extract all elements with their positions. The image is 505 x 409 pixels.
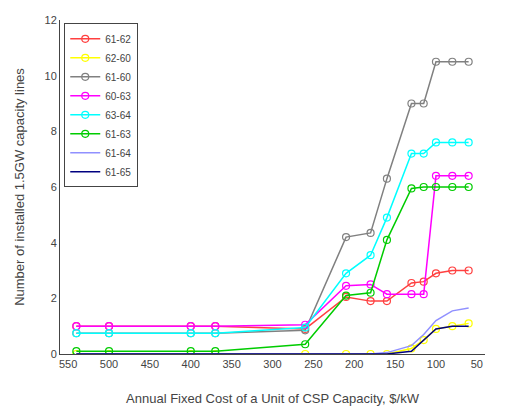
svg-text:Number of installed 1.5GW capa: Number of installed 1.5GW capacity lines — [12, 68, 27, 306]
svg-text:250: 250 — [304, 358, 322, 370]
svg-text:62-60: 62-60 — [105, 53, 131, 64]
svg-text:400: 400 — [182, 358, 200, 370]
svg-text:61-65: 61-65 — [105, 167, 131, 178]
svg-text:100: 100 — [427, 358, 445, 370]
svg-text:61-60: 61-60 — [105, 72, 131, 83]
svg-text:50: 50 — [471, 358, 483, 370]
svg-text:61-63: 61-63 — [105, 129, 131, 140]
svg-text:61-62: 61-62 — [105, 34, 131, 45]
svg-text:6: 6 — [51, 181, 57, 193]
svg-text:63-64: 63-64 — [105, 110, 131, 121]
svg-text:300: 300 — [263, 358, 281, 370]
svg-text:350: 350 — [222, 358, 240, 370]
svg-text:0: 0 — [51, 348, 57, 360]
svg-text:550: 550 — [59, 358, 77, 370]
svg-text:150: 150 — [386, 358, 404, 370]
svg-text:4: 4 — [51, 237, 57, 249]
svg-text:200: 200 — [345, 358, 363, 370]
svg-text:10: 10 — [45, 70, 57, 82]
svg-text:450: 450 — [141, 358, 159, 370]
svg-text:500: 500 — [100, 358, 118, 370]
svg-text:60-63: 60-63 — [105, 91, 131, 102]
svg-text:Annual Fixed Cost of a Unit of: Annual Fixed Cost of a Unit of CSP Capac… — [126, 391, 420, 406]
svg-text:61-64: 61-64 — [105, 148, 131, 159]
svg-text:8: 8 — [51, 125, 57, 137]
svg-text:12: 12 — [45, 14, 57, 26]
svg-text:2: 2 — [51, 292, 57, 304]
